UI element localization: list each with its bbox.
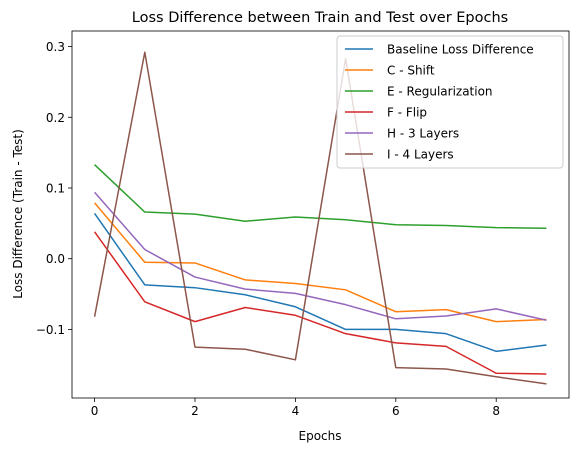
legend-label: Baseline Loss Difference xyxy=(387,43,534,57)
y-tick-label: 0.0 xyxy=(46,252,65,266)
legend-label: F - Flip xyxy=(387,106,427,120)
y-tick-label: 0.2 xyxy=(46,111,65,125)
legend-label: I - 4 Layers xyxy=(387,148,454,162)
x-tick-label: 0 xyxy=(91,404,99,418)
y-tick-label: −0.1 xyxy=(36,323,65,337)
x-tick-label: 2 xyxy=(191,404,199,418)
legend-label: E - Regularization xyxy=(387,85,493,99)
x-axis: 0 2 4 6 8 xyxy=(91,398,500,418)
series-line-4 xyxy=(93,231,547,375)
legend: Baseline Loss Difference C - Shift E - Reg… xyxy=(336,35,564,169)
series-line-3 xyxy=(94,164,547,230)
x-tick-label: 6 xyxy=(392,404,400,418)
plot-area xyxy=(93,51,547,385)
x-tick-label: 4 xyxy=(292,404,300,418)
legend-box xyxy=(336,35,564,169)
x-tick-label: 8 xyxy=(492,404,500,418)
y-tick-label: 0.1 xyxy=(46,181,65,195)
legend-label: H - 3 Layers xyxy=(387,127,459,141)
series-line-6 xyxy=(93,51,547,385)
chart-title: Loss Difference between Train and Test o… xyxy=(132,10,508,26)
x-axis-label: Epochs xyxy=(299,429,342,443)
series-line-2 xyxy=(94,202,547,323)
series-line-1 xyxy=(93,213,547,353)
y-tick-label: 0.3 xyxy=(46,40,65,54)
y-axis-label: Loss Difference (Train - Test) xyxy=(11,129,25,299)
legend-label: C - Shift xyxy=(387,64,435,78)
series-line-5 xyxy=(94,191,547,321)
y-axis: −0.1 0.0 0.1 0.2 0.3 xyxy=(36,40,72,337)
plot-frame xyxy=(71,30,570,399)
